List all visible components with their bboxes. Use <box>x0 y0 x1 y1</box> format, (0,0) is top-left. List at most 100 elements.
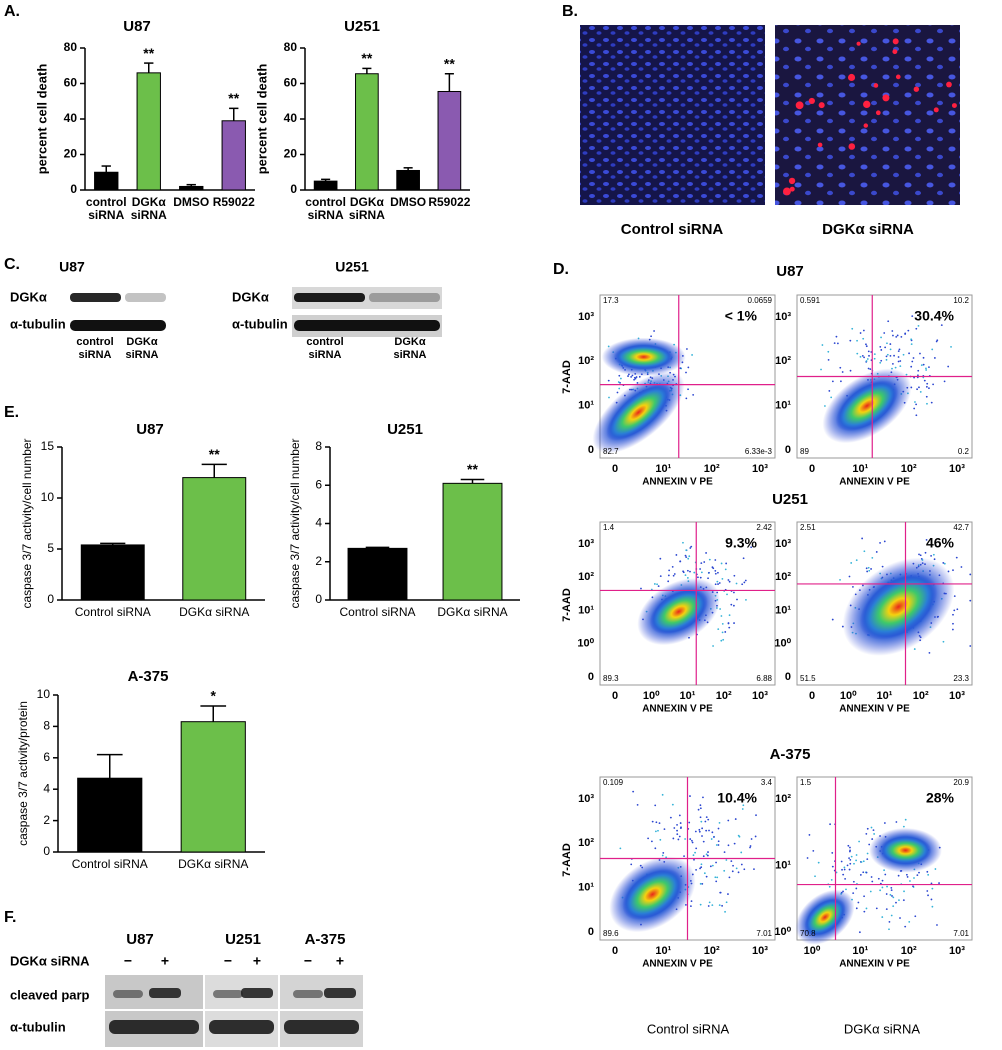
event-dot <box>698 828 701 831</box>
event-dot <box>880 349 883 351</box>
event-dot <box>833 342 836 345</box>
event-dot <box>697 808 700 811</box>
event-dot <box>870 876 873 878</box>
event-dot <box>916 388 918 391</box>
event-dot <box>712 645 714 647</box>
event-dot <box>727 579 730 581</box>
quadrant-value: 0.591 <box>800 296 821 305</box>
event-dot <box>902 825 905 828</box>
event-dot <box>721 631 724 634</box>
event-dot <box>855 854 858 856</box>
event-dot <box>885 358 888 361</box>
blot-band <box>113 990 143 998</box>
event-dot <box>896 334 899 337</box>
event-dot <box>691 354 693 356</box>
y-axis-label: percent cell death <box>34 64 49 175</box>
bar <box>180 721 246 853</box>
event-dot <box>886 885 888 888</box>
event-dot <box>886 342 888 345</box>
event-dot <box>942 640 945 643</box>
event-dot <box>736 598 738 601</box>
y-tick-label: 10² <box>578 837 594 849</box>
event-dot <box>918 871 920 874</box>
event-dot <box>873 833 876 835</box>
event-dot <box>835 335 838 338</box>
density-core <box>613 344 674 369</box>
event-dot <box>913 648 916 650</box>
event-dot <box>699 882 702 885</box>
event-dot <box>828 885 831 888</box>
x-tick-label: 10² <box>704 463 720 475</box>
event-dot <box>950 345 952 348</box>
event-dot <box>705 829 708 832</box>
event-dot <box>692 854 695 857</box>
event-dot <box>932 383 935 386</box>
event-dot <box>915 414 918 417</box>
event-dot <box>743 581 746 584</box>
event-dot <box>928 366 930 369</box>
lane-label-box: control siRNA <box>76 336 113 361</box>
event-dot <box>627 375 629 377</box>
event-dot <box>873 353 876 355</box>
apoptotic-nucleus <box>847 73 856 82</box>
quadrant-value: 3.4 <box>761 778 773 787</box>
x-tick-label: control siRNA <box>305 196 346 222</box>
quadrant-value: 23.3 <box>953 674 969 683</box>
event-dot <box>931 887 934 890</box>
lane-label-box: control siRNA <box>306 336 343 361</box>
event-dot <box>676 833 679 836</box>
event-dot <box>890 914 893 917</box>
event-dot <box>829 823 831 826</box>
x-tick-label: DMSO <box>390 196 427 209</box>
event-dot <box>814 875 816 878</box>
event-dot <box>659 838 662 841</box>
event-dot <box>852 585 854 588</box>
event-dot <box>721 623 724 625</box>
event-dot <box>969 645 972 647</box>
y-tick-label: 0 <box>588 444 594 456</box>
event-dot <box>925 538 928 541</box>
event-dot <box>919 554 922 557</box>
event-dot <box>699 867 701 870</box>
event-dot <box>849 846 851 849</box>
event-dot <box>841 371 844 373</box>
y-tick-label: 20 <box>284 147 298 161</box>
event-dot <box>630 863 633 866</box>
apoptotic-nucleus <box>863 123 869 128</box>
quadrant-value: 20.9 <box>953 778 969 787</box>
event-dot <box>718 582 721 584</box>
x-tick-label: 10⁰ <box>840 690 857 702</box>
x-tick-label: 10¹ <box>877 690 893 702</box>
event-dot <box>923 379 926 382</box>
event-dot <box>885 908 888 911</box>
blot-band <box>213 990 243 998</box>
panel-label: F. <box>4 909 16 926</box>
event-dot <box>893 354 895 357</box>
event-dot <box>931 905 934 908</box>
x-tick-label-box: DGKα siRNA <box>349 196 385 222</box>
chart-title: A-375 <box>128 668 169 685</box>
event-dot <box>720 639 723 642</box>
y-tick-label: 10⁰ <box>774 638 791 650</box>
event-dot <box>866 570 869 573</box>
bar <box>77 777 143 853</box>
chart-title: U87 <box>123 18 151 35</box>
event-dot <box>661 793 664 796</box>
event-dot <box>659 575 662 578</box>
event-dot <box>700 863 703 866</box>
blot-row-label: DGKα <box>232 289 269 304</box>
y-axis-label: 7-AAD <box>561 360 573 394</box>
event-dot <box>650 840 653 843</box>
bar <box>179 185 204 191</box>
event-dot <box>651 820 654 823</box>
event-dot <box>708 558 711 561</box>
event-dot <box>863 356 865 359</box>
event-dot <box>672 837 675 840</box>
event-dot <box>888 920 891 923</box>
event-dot <box>827 358 830 361</box>
event-dot <box>700 820 703 823</box>
event-dot <box>871 838 874 840</box>
event-dot <box>925 395 928 398</box>
event-dot <box>888 928 890 931</box>
event-dot <box>858 840 861 843</box>
